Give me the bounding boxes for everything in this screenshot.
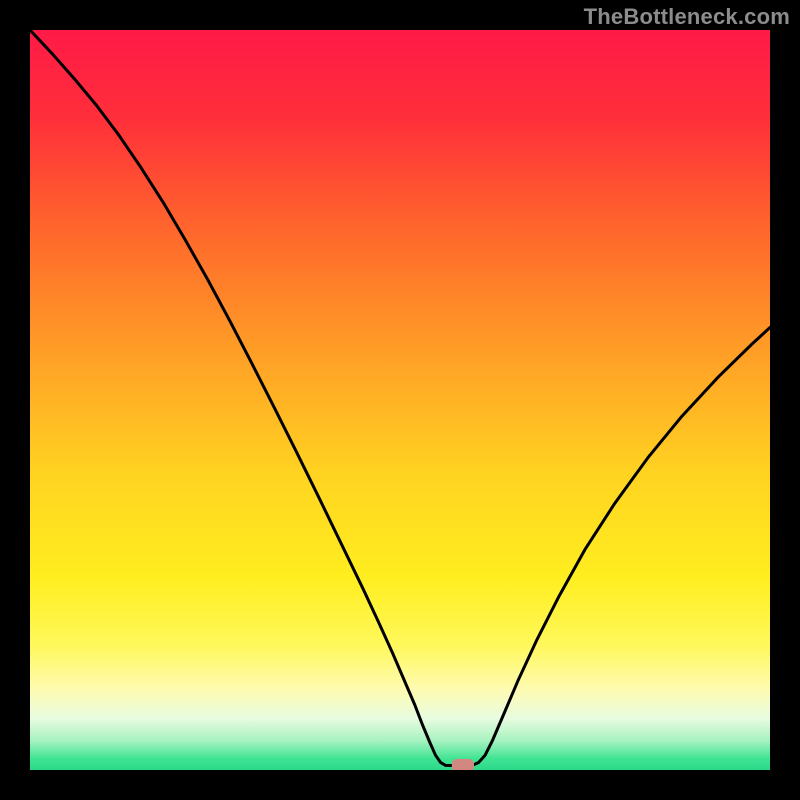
bottleneck-chart <box>0 0 800 800</box>
chart-gradient-background <box>30 30 770 770</box>
watermark-text: TheBottleneck.com <box>584 4 790 30</box>
chart-container: { "watermark": { "text": "TheBottleneck.… <box>0 0 800 800</box>
